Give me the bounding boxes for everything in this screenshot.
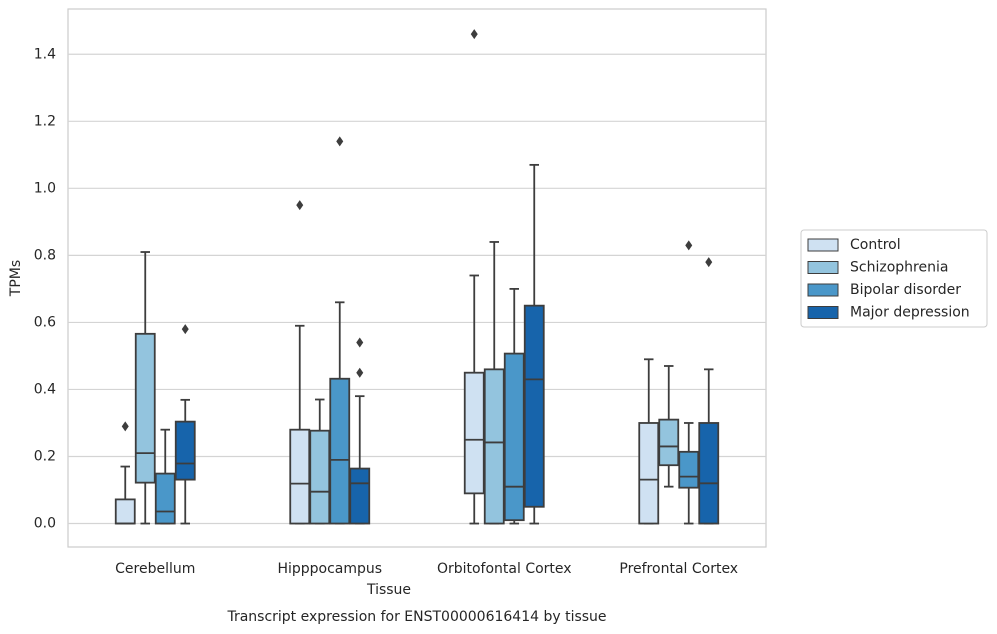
y-tick-label: 1.2 <box>34 113 56 129</box>
legend-swatch <box>807 306 839 319</box>
box <box>638 422 660 525</box>
plot-frame <box>67 8 767 548</box>
box <box>503 352 525 522</box>
outlier <box>705 257 713 268</box>
x-tick-label: Cerebellum <box>115 561 195 577</box>
box <box>349 467 371 525</box>
outlier <box>685 240 693 251</box>
legend-swatch <box>807 238 839 252</box>
outlier <box>121 421 129 432</box>
chart-title: Transcript expression for ENST0000061641… <box>226 609 606 625</box>
outlier <box>356 337 364 348</box>
y-tick-label: 0.6 <box>34 314 56 330</box>
box <box>154 472 176 525</box>
box <box>678 450 700 489</box>
y-tick-label: 0.8 <box>34 247 56 263</box>
legend-label: Major depression <box>850 305 970 321</box>
x-axis-label: Tissue <box>366 582 411 598</box>
legend-frame <box>800 229 988 328</box>
outlier <box>336 136 344 147</box>
legend-swatch <box>807 283 839 297</box>
box <box>174 420 196 481</box>
legend-swatch <box>807 261 839 274</box>
outlier <box>181 324 189 335</box>
box <box>698 422 720 525</box>
outlier <box>356 367 364 378</box>
box <box>483 368 505 525</box>
box <box>523 304 545 508</box>
box <box>289 428 311 525</box>
x-tick-label: Prefrontal Cortex <box>619 561 738 577</box>
outlier <box>296 200 304 211</box>
box <box>463 371 485 495</box>
y-tick-label: 0.4 <box>34 381 56 397</box>
box <box>329 377 351 525</box>
legend-label: Bipolar disorder <box>850 282 961 298</box>
outlier <box>470 29 478 40</box>
y-axis-label: TPMs <box>8 260 24 297</box>
legend-label: Control <box>850 237 901 253</box>
box <box>134 332 156 484</box>
legend-label: Schizophrenia <box>850 260 948 276</box>
box <box>114 498 136 525</box>
x-tick-label: Hipppocampus <box>277 561 382 577</box>
box <box>309 429 331 525</box>
x-tick-label: Orbitofontal Cortex <box>437 561 572 577</box>
y-tick-label: 1.0 <box>34 180 56 196</box>
y-tick-label: 1.4 <box>34 46 56 62</box>
y-tick-label: 0.2 <box>34 448 56 464</box>
y-tick-label: 0.0 <box>34 516 56 532</box>
box <box>658 418 680 467</box>
